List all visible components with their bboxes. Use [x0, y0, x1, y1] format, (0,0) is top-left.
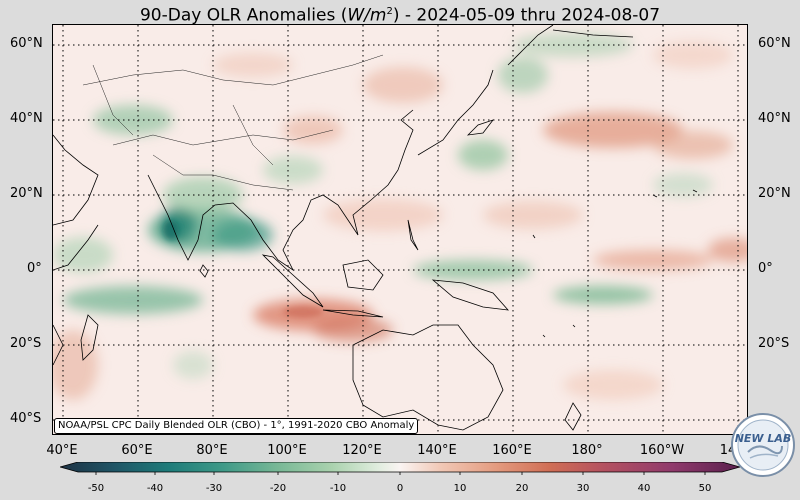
colorbar-tick: -40	[146, 483, 164, 494]
colorbar-gradient	[60, 462, 740, 473]
lon-label-160e: 160°E	[492, 443, 532, 458]
country-borders	[82, 54, 384, 191]
lon-label-60e: 60°E	[121, 443, 153, 458]
colorbar-tick: -20	[269, 483, 287, 494]
lat-label-left-20s: 20°S	[10, 336, 42, 351]
colorbar-tick: -10	[329, 483, 347, 494]
lat-label-right-20n: 20°N	[758, 186, 791, 201]
lon-label-140e: 140°E	[417, 443, 457, 458]
colorbar-tick: 30	[576, 483, 590, 494]
colorbar-tick: 0	[396, 483, 404, 494]
map-title: 90-Day OLR Anomalies (W/m2) - 2024-05-09…	[139, 5, 661, 26]
lat-label-left-40n: 40°N	[10, 111, 43, 126]
colorbar-tick: -50	[87, 483, 105, 494]
noaa-logo: NEW LAB	[731, 413, 795, 477]
lat-label-right-eq: 0°	[758, 261, 773, 276]
lon-label-40e: 40°E	[46, 443, 78, 458]
lon-label-160w: 160°W	[639, 443, 685, 458]
svg-text:NEW LAB: NEW LAB	[735, 432, 792, 445]
lat-label-left-eq: 0°	[27, 261, 42, 276]
colorbar-tick: 20	[515, 483, 529, 494]
lat-label-left-40s: 40°S	[10, 411, 42, 426]
colorbar-tick: 10	[453, 483, 467, 494]
colorbar-tick: -30	[205, 483, 223, 494]
lat-label-left-60n: 60°N	[10, 36, 43, 51]
graticule	[53, 25, 747, 434]
lon-label-120e: 120°E	[342, 443, 382, 458]
map-panel	[52, 24, 748, 435]
colorbar	[60, 462, 740, 475]
lat-label-right-40n: 40°N	[758, 111, 791, 126]
lon-label-180: 180°	[571, 443, 603, 458]
lon-label-80e: 80°E	[196, 443, 228, 458]
lat-label-left-20n: 20°N	[10, 186, 43, 201]
coastlines	[53, 25, 698, 431]
data-source-credit: NOAA/PSL CPC Daily Blended OLR (CBO) - 1…	[54, 418, 419, 434]
lat-label-right-20s: 20°S	[758, 336, 790, 351]
colorbar-tick: 50	[698, 483, 712, 494]
colorbar-tick: 40	[637, 483, 651, 494]
lon-label-100e: 100°E	[267, 443, 307, 458]
lat-label-right-60n: 60°N	[758, 36, 791, 51]
